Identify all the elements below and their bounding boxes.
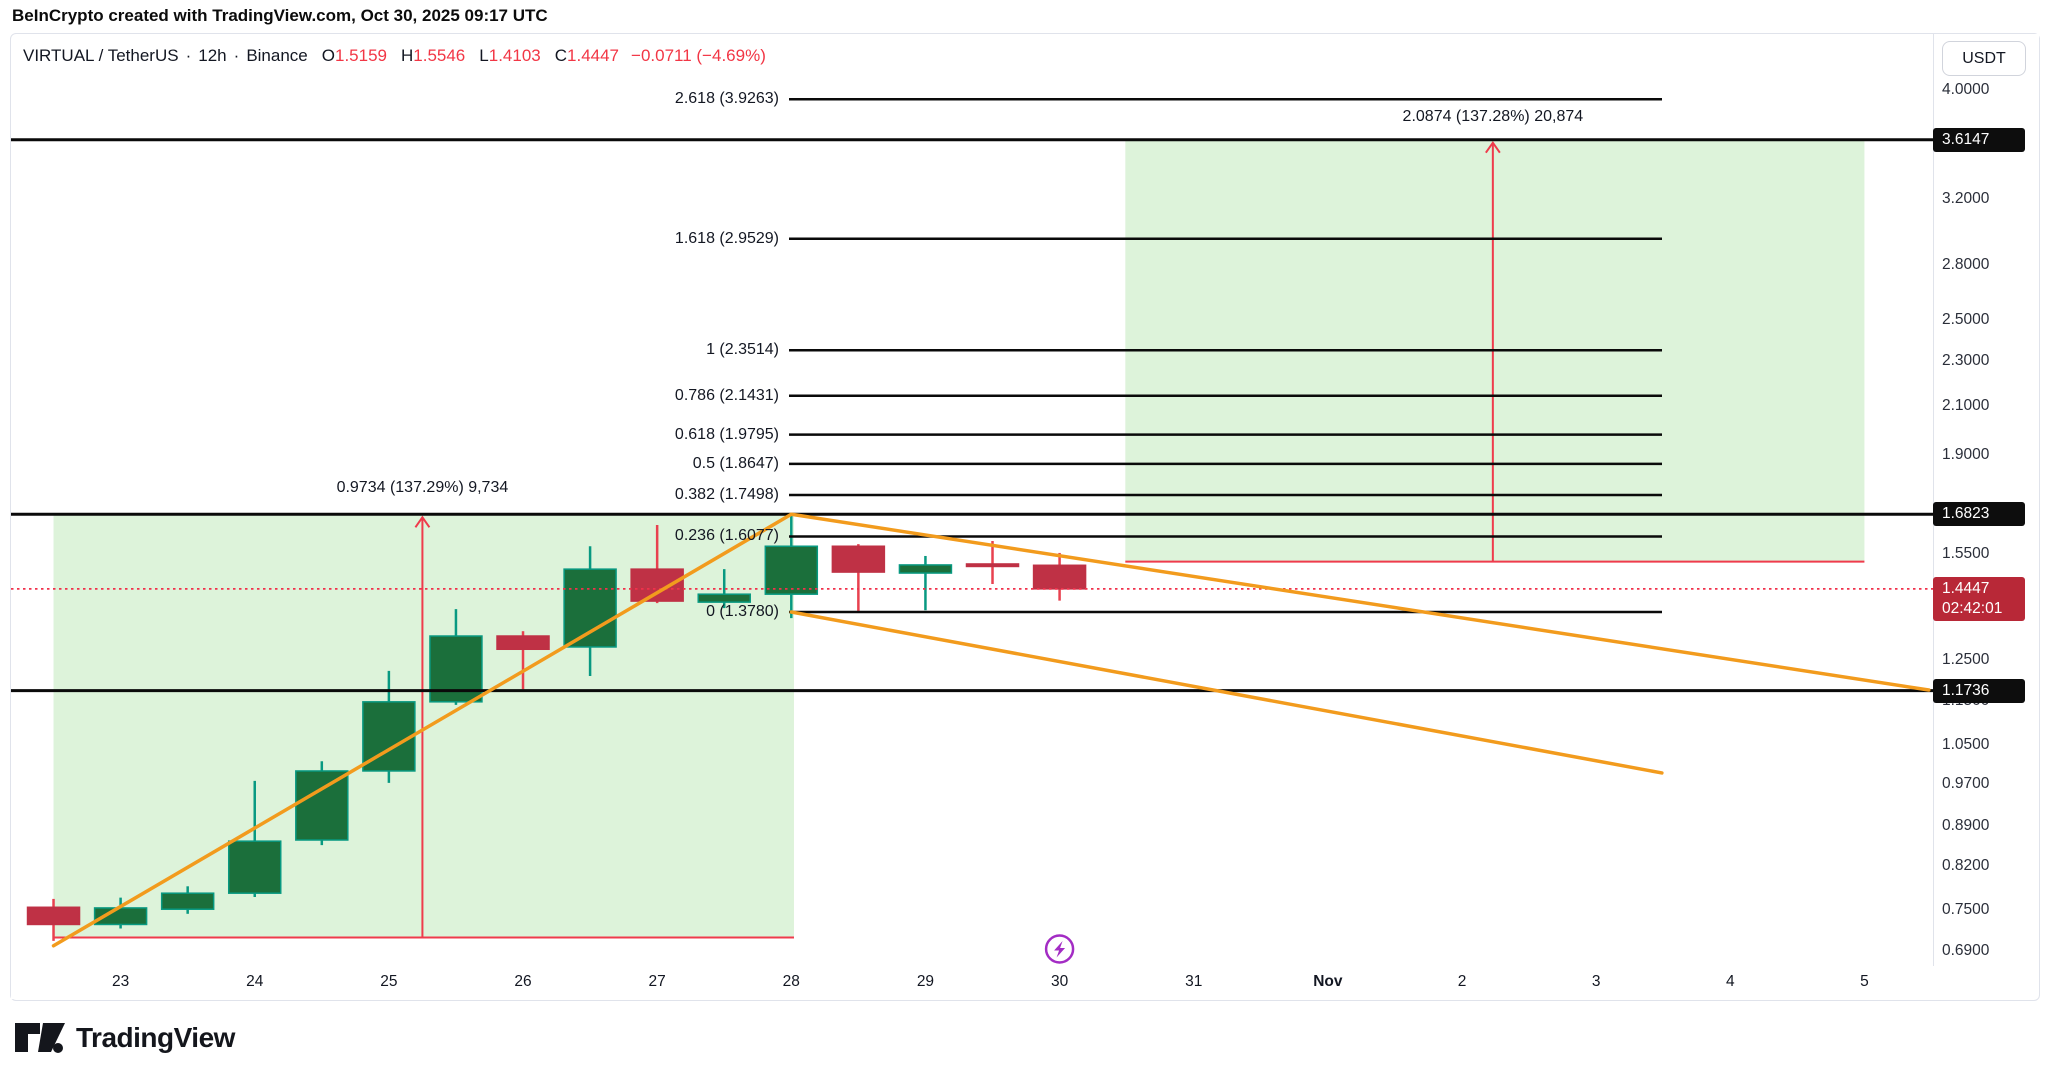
time-axis-label: 2 — [1457, 973, 1467, 990]
time-axis-label: 31 — [1185, 973, 1203, 990]
price-axis-label: 1.2500 — [1942, 650, 1990, 668]
separator-dot: · — [233, 46, 240, 65]
tradingview-logo[interactable]: TradingView — [14, 1019, 235, 1057]
candle-down — [496, 635, 550, 651]
projection-arrow-head — [414, 515, 431, 528]
ohlc-low: L1.4103 — [479, 46, 541, 65]
price-level-badge: 1.1736 — [1933, 678, 2025, 703]
candle-up — [227, 840, 282, 894]
tradingview-logo-text: TradingView — [76, 1022, 235, 1053]
lightning-bolt-glyph — [1054, 941, 1066, 958]
time-axis-label: 5 — [1860, 973, 1869, 990]
time-axis-label: 4 — [1725, 973, 1735, 990]
price-axis-label: 0.7500 — [1942, 900, 1990, 918]
time-axis-label: 30 — [1050, 973, 1069, 990]
price-axis-label: 0.8900 — [1942, 817, 1990, 835]
candle-up — [160, 892, 215, 910]
currency-button[interactable]: USDT — [1942, 41, 2026, 76]
symbol-title: VIRTUAL / TetherUS — [23, 46, 179, 65]
last-price-badge: 1.4447 02:42:01 — [1933, 576, 2025, 621]
price-axis-label: 1.9000 — [1942, 445, 1990, 463]
price-axis-label: 1.0500 — [1942, 736, 1990, 754]
bar-countdown: 02:42:01 — [1942, 599, 2003, 617]
ohlc-open: O1.5159 — [321, 46, 387, 65]
chart-card: VIRTUAL / TetherUS · 12h · Binance O1.5159 H1.… — [10, 33, 2040, 1001]
trendline[interactable] — [789, 610, 1664, 775]
change-label: −0.0711 (−4.69%) — [631, 46, 766, 65]
time-axis-label: 26 — [514, 973, 532, 990]
chart-surface[interactable] — [11, 34, 2037, 998]
candle-down — [965, 563, 1020, 568]
time-axis-label: Nov — [1313, 973, 1343, 990]
price-level-badge: 3.6147 — [1933, 127, 2025, 152]
projection-arrow-head — [1485, 140, 1501, 154]
chart-legend[interactable]: VIRTUAL / TetherUS · 12h · Binance O1.5159 H1.… — [23, 46, 766, 66]
candle-up — [295, 770, 349, 841]
candle-up — [764, 545, 819, 595]
ohlc-close: C1.4447 — [554, 46, 620, 65]
time-axis-label: 29 — [916, 973, 935, 990]
price-axis-label: 2.8000 — [1942, 255, 1990, 273]
time-axis-label: 27 — [648, 973, 666, 990]
tradingview-logo-icon — [15, 1023, 65, 1053]
price-axis-label: 2.1000 — [1942, 396, 1990, 414]
time-axis-label: 23 — [111, 973, 130, 990]
trendline[interactable] — [51, 512, 794, 948]
time-axis-label: 3 — [1591, 973, 1601, 990]
candle-down — [1032, 564, 1087, 590]
price-axis-label: 2.5000 — [1942, 311, 1990, 329]
interval-label: 12h — [198, 46, 227, 65]
candle-up — [563, 568, 617, 648]
trendline[interactable] — [789, 512, 1931, 692]
price-level-badge: 1.6823 — [1933, 502, 2025, 527]
exchange-label: Binance — [246, 46, 308, 65]
ohlc-high: H1.5546 — [400, 46, 466, 65]
candle-down — [630, 568, 684, 602]
time-axis-label: 25 — [380, 973, 398, 990]
price-axis-label: 0.8200 — [1942, 857, 1990, 875]
time-axis-label: 28 — [782, 973, 800, 990]
separator-dot: · — [185, 46, 192, 65]
last-price-value: 1.4447 — [1942, 579, 1990, 597]
price-axis-label: 0.6900 — [1942, 941, 1990, 959]
price-axis-label: 3.2000 — [1942, 190, 1990, 208]
price-axis-label: 2.3000 — [1942, 352, 1990, 370]
candle-down — [26, 906, 81, 926]
price-axis-label: 4.0000 — [1942, 81, 1990, 99]
attribution-bar: BeInCrypto created with TradingView.com,… — [12, 6, 548, 25]
candle-up — [697, 593, 751, 603]
price-axis-label: 0.9700 — [1942, 774, 1990, 792]
time-axis[interactable]: 23 24 25 26 27 28 29 30 31 Nov 2 3 4 5 — [11, 966, 1943, 999]
time-axis-label: 24 — [246, 973, 264, 990]
price-axis-label: 1.5500 — [1942, 545, 1990, 563]
price-axis[interactable]: USDT 4.0000 3.2000 2.8000 2.5000 2.3000 2.100… — [1933, 34, 2039, 966]
candle-down — [831, 545, 886, 573]
candle-up — [898, 564, 953, 574]
